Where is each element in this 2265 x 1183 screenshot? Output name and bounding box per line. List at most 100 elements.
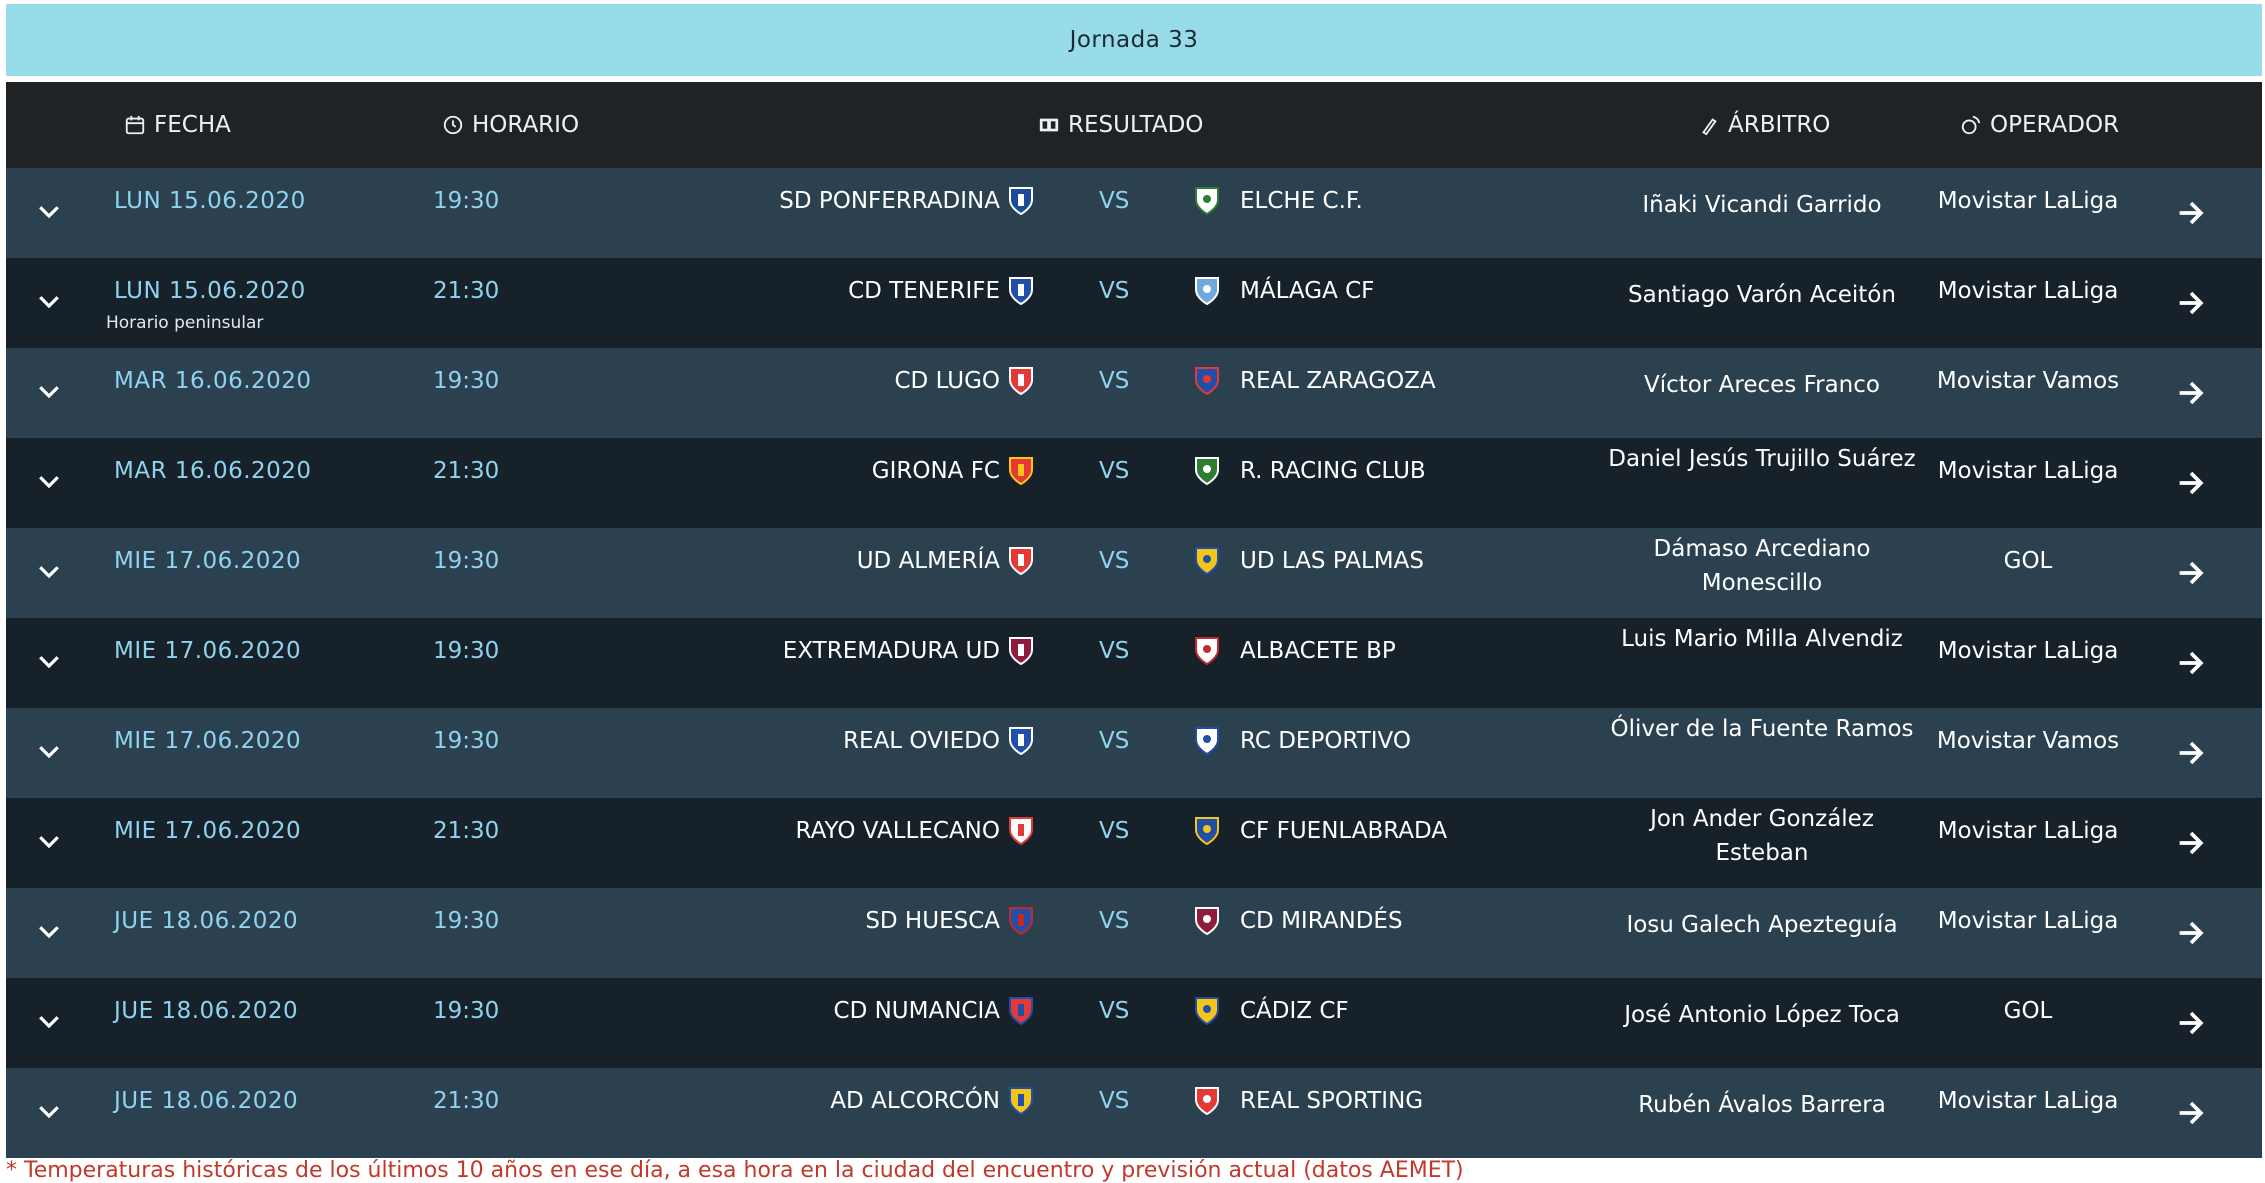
home-crest-icon [1009,367,1033,396]
arrow-right-icon[interactable] [2174,196,2208,230]
match-date: LUN 15.06.2020 [114,278,306,304]
match-row[interactable]: MIE 17.06.2020 19:30 EXTREMADURA UD VS A… [6,618,2262,708]
home-crest-icon [1009,187,1033,216]
home-team[interactable]: SD HUESCA [865,908,1000,934]
arrow-right-icon[interactable] [2174,916,2208,950]
match-row[interactable]: LUN 15.06.2020 Horario peninsular 21:30 … [6,258,2262,348]
match-time: 19:30 [433,998,500,1024]
versus-label: VS [1099,908,1130,934]
match-time: 19:30 [433,368,500,394]
versus-label: VS [1099,818,1130,844]
home-crest-icon [1009,817,1033,846]
referee-name: Luis Mario Milla Alvendiz [1621,626,1903,652]
broadcast-operator: Movistar LaLiga [1937,638,2119,664]
match-row[interactable]: LUN 15.06.2020 19:30 SD PONFERRADINA VS … [6,168,2262,258]
away-crest-icon [1195,907,1219,936]
away-team[interactable]: CF FUENLABRADA [1240,818,1448,844]
away-team[interactable]: CD MIRANDÉS [1240,908,1403,934]
referee-name: Óliver de la Fuente Ramos [1610,716,1914,742]
chevron-down-icon[interactable] [34,196,64,226]
chevron-down-icon[interactable] [34,646,64,676]
match-date: MAR 16.06.2020 [114,458,312,484]
broadcast-operator: Movistar LaLiga [1937,278,2119,304]
home-crest-icon [1009,907,1033,936]
col-arbitro: ÁRBITRO [1698,82,1830,168]
referee-name: Dámaso Arcediano Monescillo [1653,536,1871,596]
away-crest-icon [1195,457,1219,486]
arrow-right-icon[interactable] [2174,826,2208,860]
home-crest-icon [1009,997,1033,1026]
match-date: MIE 17.06.2020 [114,818,302,844]
chevron-down-icon[interactable] [34,466,64,496]
away-team[interactable]: REAL ZARAGOZA [1240,368,1436,394]
arrow-right-icon[interactable] [2174,736,2208,770]
match-row[interactable]: MIE 17.06.2020 19:30 UD ALMERÍA VS UD LA… [6,528,2262,618]
away-team[interactable]: UD LAS PALMAS [1240,548,1424,574]
match-row[interactable]: JUE 18.06.2020 19:30 CD NUMANCIA VS CÁDI… [6,978,2262,1068]
broadcast-operator: Movistar Vamos [1936,368,2120,394]
away-crest-icon [1195,817,1219,846]
chevron-down-icon[interactable] [34,916,64,946]
chevron-down-icon[interactable] [34,286,64,316]
away-team[interactable]: RC DEPORTIVO [1240,728,1411,754]
matchday-table: Jornada 33 FECHA HORARIO RESULTADO ÁRBIT… [6,4,2262,1158]
away-team[interactable]: ELCHE C.F. [1240,188,1363,214]
arrow-right-icon[interactable] [2174,376,2208,410]
away-crest-icon [1195,367,1219,396]
away-crest-icon [1195,727,1219,756]
match-row[interactable]: JUE 18.06.2020 21:30 AD ALCORCÓN VS REAL… [6,1068,2262,1158]
home-team[interactable]: CD LUGO [894,368,1000,394]
match-row[interactable]: MIE 17.06.2020 21:30 RAYO VALLECANO VS C… [6,798,2262,888]
home-team[interactable]: CD TENERIFE [848,278,1000,304]
away-team[interactable]: REAL SPORTING [1240,1088,1424,1114]
chevron-down-icon[interactable] [34,556,64,586]
home-team[interactable]: GIRONA FC [871,458,1000,484]
away-team[interactable]: MÁLAGA CF [1240,278,1375,304]
arrow-right-icon[interactable] [2174,556,2208,590]
chevron-down-icon[interactable] [34,376,64,406]
match-row[interactable]: MAR 16.06.2020 19:30 CD LUGO VS REAL ZAR… [6,348,2262,438]
broadcast-icon [1961,115,1981,135]
matchday-title: Jornada 33 [1069,27,1199,53]
away-team[interactable]: CÁDIZ CF [1240,998,1349,1024]
away-crest-icon [1195,1087,1219,1116]
away-team[interactable]: ALBACETE BP [1240,638,1396,664]
match-time: 19:30 [433,188,500,214]
arrow-right-icon[interactable] [2174,646,2208,680]
home-team[interactable]: SD PONFERRADINA [779,188,1000,214]
col-horario: HORARIO [442,82,579,168]
arrow-right-icon[interactable] [2174,1006,2208,1040]
broadcast-operator: GOL [2003,548,2053,574]
home-team[interactable]: CD NUMANCIA [833,998,1000,1024]
away-team[interactable]: R. RACING CLUB [1240,458,1426,484]
versus-label: VS [1099,188,1130,214]
match-row[interactable]: JUE 18.06.2020 19:30 SD HUESCA VS CD MIR… [6,888,2262,978]
home-team[interactable]: REAL OVIEDO [843,728,1000,754]
arrow-right-icon[interactable] [2174,466,2208,500]
match-date: JUE 18.06.2020 [114,998,299,1024]
chevron-down-icon[interactable] [34,826,64,856]
home-team[interactable]: RAYO VALLECANO [795,818,1000,844]
match-time: 21:30 [433,818,500,844]
match-row[interactable]: MIE 17.06.2020 19:30 REAL OVIEDO VS RC D… [6,708,2262,798]
broadcast-operator: Movistar LaLiga [1937,1088,2119,1114]
home-team[interactable]: AD ALCORCÓN [830,1088,1000,1114]
home-crest-icon [1009,637,1033,666]
arrow-right-icon[interactable] [2174,286,2208,320]
match-time: 19:30 [433,908,500,934]
home-team[interactable]: EXTREMADURA UD [782,638,1000,664]
match-note: Horario peninsular [106,313,264,333]
match-time: 21:30 [433,1088,500,1114]
match-date: JUE 18.06.2020 [114,1088,299,1114]
versus-label: VS [1099,278,1130,304]
chevron-down-icon[interactable] [34,1096,64,1126]
broadcast-operator: Movistar LaLiga [1937,818,2119,844]
arrow-right-icon[interactable] [2174,1096,2208,1130]
chevron-down-icon[interactable] [34,1006,64,1036]
home-team[interactable]: UD ALMERÍA [856,548,1000,574]
referee-name: Rubén Ávalos Barrera [1638,1092,1886,1118]
chevron-down-icon[interactable] [34,736,64,766]
match-row[interactable]: MAR 16.06.2020 21:30 GIRONA FC VS R. RAC… [6,438,2262,528]
matchday-banner: Jornada 33 [6,4,2262,76]
scoreboard-icon [1039,118,1059,132]
